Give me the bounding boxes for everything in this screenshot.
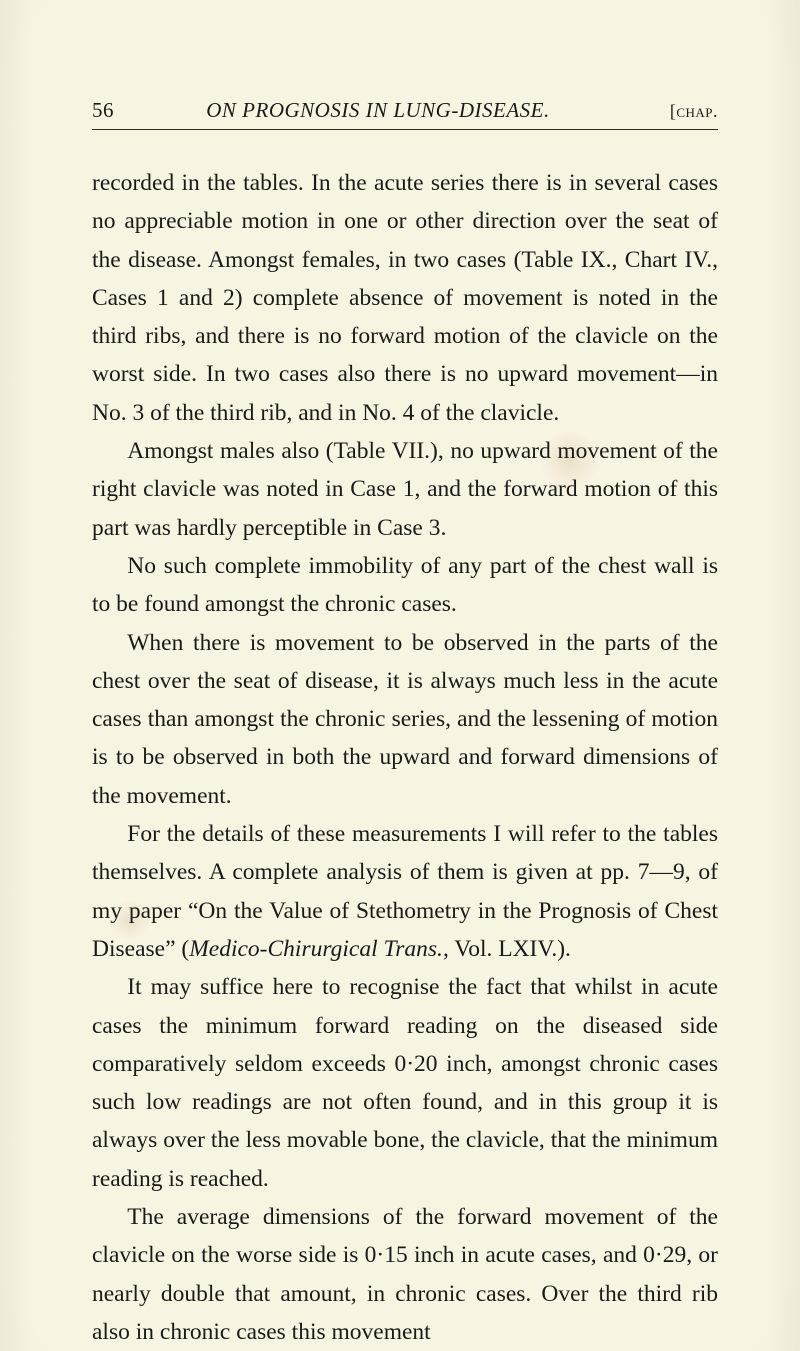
running-head: 56 ON PROGNOSIS IN LUNG-DISEASE. [chap.	[92, 98, 718, 123]
paragraph: No such complete immobility of any part …	[92, 547, 718, 624]
paragraph: When there is movement to be observed in…	[92, 624, 718, 815]
body-text: recorded in the tables. In the acute ser…	[92, 164, 718, 1351]
header-rule	[92, 129, 718, 130]
page-number: 56	[92, 98, 132, 123]
paragraph: recorded in the tables. In the acute ser…	[92, 164, 718, 432]
page: 56 ON PROGNOSIS IN LUNG-DISEASE. [chap. …	[92, 98, 718, 1271]
text-run: , Vol. LXIV.).	[443, 936, 571, 962]
citation-italic: Medico-Chirurgical Trans.	[189, 936, 443, 962]
paragraph: For the details of these measurements I …	[92, 815, 718, 968]
paragraph: Amongst males also (Table VII.), no upwa…	[92, 432, 718, 547]
running-title: ON PROGNOSIS IN LUNG-DISEASE.	[132, 98, 624, 123]
paragraph: It may suffice here to recognise the fac…	[92, 968, 718, 1198]
chapter-label: [chap.	[624, 101, 718, 122]
paragraph: The average dimensions of the forward mo…	[92, 1198, 718, 1351]
